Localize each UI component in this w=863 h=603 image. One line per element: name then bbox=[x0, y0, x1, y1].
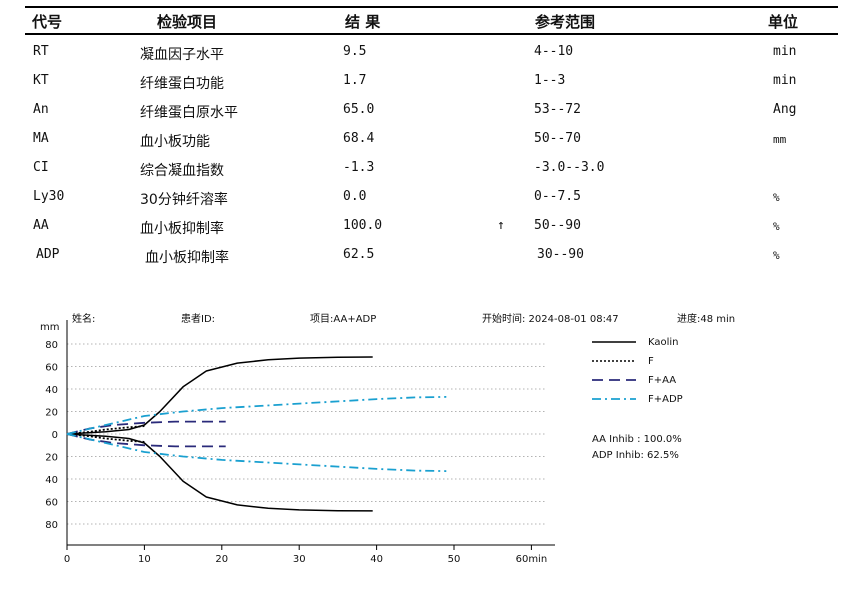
row-range: -3.0--3.0 bbox=[534, 160, 605, 175]
y-tick-label: 20 bbox=[45, 408, 58, 419]
results-table-header: 代号 检验项目 结 果 参考范围 单位 bbox=[0, 0, 863, 36]
y-tick-label: 80 bbox=[45, 340, 58, 351]
y-tick-label: 60 bbox=[45, 363, 58, 374]
x-tick-label: 40 bbox=[370, 554, 383, 565]
table-row: AA 血小板抑制率 100.0 ↑ 50--90 % bbox=[0, 212, 863, 241]
row-result: -1.3 bbox=[343, 160, 375, 175]
legend-label-f-adp: F+ADP bbox=[648, 394, 683, 405]
y-tick-label: 60 bbox=[45, 498, 58, 509]
header-top-rule bbox=[25, 6, 838, 8]
legend-swatch-f-adp bbox=[592, 398, 636, 400]
row-test-name: 纤维蛋白功能 bbox=[140, 76, 224, 92]
x-tick-label: 60min bbox=[516, 554, 548, 565]
start-time-label: 开始时间: 2024-08-01 08:47 bbox=[482, 314, 619, 325]
teg-chart-panel: 姓名: 患者ID: 项目:AA+ADP 开始时间: 2024-08-01 08:… bbox=[0, 300, 863, 603]
legend-swatch-f-aa bbox=[592, 379, 636, 381]
row-test-name: 血小板抑制率 bbox=[140, 221, 224, 237]
row-result: 68.4 bbox=[343, 131, 375, 146]
x-tick-label: 30 bbox=[293, 554, 306, 565]
row-code: An bbox=[33, 102, 49, 117]
row-code: Ly30 bbox=[33, 189, 65, 204]
row-range: 0--7.5 bbox=[534, 189, 581, 204]
legend-item-f: F bbox=[590, 354, 790, 372]
table-row: RT 凝血因子水平 9.5 4--10 min bbox=[0, 38, 863, 67]
y-tick-label: 20 bbox=[45, 453, 58, 464]
y-axis-label: mm bbox=[40, 322, 59, 333]
y-tick-label: 80 bbox=[45, 520, 58, 531]
row-result: 9.5 bbox=[343, 44, 367, 59]
row-unit: % bbox=[773, 249, 780, 262]
legend-swatch-kaolin bbox=[592, 341, 636, 343]
row-range: 1--3 bbox=[534, 73, 566, 88]
chart-legend: Kaolin F F+AA F+ADP bbox=[590, 335, 790, 425]
teg-plot: mm 80 60 40 20 0 20 40 60 80 0 10 20 30 40 50 60min bbox=[40, 320, 555, 565]
row-code: MA bbox=[33, 131, 49, 146]
x-tick-label: 50 bbox=[448, 554, 461, 565]
legend-label-f-aa: F+AA bbox=[648, 375, 677, 386]
row-range: 50--70 bbox=[534, 131, 581, 146]
row-unit: mm bbox=[773, 133, 787, 146]
header-unit: 单位 bbox=[768, 13, 799, 31]
row-range: 4--10 bbox=[534, 44, 574, 59]
row-unit: Ang bbox=[773, 102, 797, 117]
header-bottom-rule bbox=[25, 33, 838, 35]
header-test-item: 检验项目 bbox=[157, 13, 218, 31]
series-line-kaolin-upper bbox=[66, 356, 373, 435]
legend-item-f-aa: F+AA bbox=[590, 373, 790, 391]
table-row: Ly30 30分钟纤溶率 0.0 0--7.5 % bbox=[0, 183, 863, 212]
project-label: 项目:AA+ADP bbox=[310, 314, 377, 325]
row-result: 65.0 bbox=[343, 102, 375, 117]
table-row: CI 综合凝血指数 -1.3 -3.0--3.0 bbox=[0, 154, 863, 183]
legend-item-f-adp: F+ADP bbox=[590, 392, 790, 410]
row-test-name: 血小板功能 bbox=[140, 134, 210, 150]
row-flag: ↑ bbox=[497, 218, 505, 233]
aa-inhibition-text: AA Inhib : 100.0% bbox=[592, 434, 682, 445]
row-range: 30--90 bbox=[537, 247, 584, 262]
series-line-f-adp-upper bbox=[66, 396, 447, 435]
row-test-name: 综合凝血指数 bbox=[140, 163, 224, 179]
series-line-f-adp-lower bbox=[66, 433, 447, 472]
row-result: 0.0 bbox=[343, 189, 367, 204]
row-test-name: 血小板抑制率 bbox=[145, 250, 229, 266]
row-range: 50--90 bbox=[534, 218, 581, 233]
legend-label-f: F bbox=[648, 356, 654, 367]
row-unit: % bbox=[773, 220, 780, 233]
series-line-kaolin-lower bbox=[66, 433, 373, 512]
row-test-name: 纤维蛋白原水平 bbox=[140, 105, 238, 121]
row-result: 62.5 bbox=[343, 247, 375, 262]
x-tick-label: 0 bbox=[64, 554, 70, 565]
table-row: ADP 血小板抑制率 62.5 30--90 % bbox=[0, 241, 863, 270]
x-tick-label: 10 bbox=[138, 554, 151, 565]
patient-name-label: 姓名: bbox=[72, 314, 96, 325]
row-test-name: 凝血因子水平 bbox=[140, 47, 224, 63]
progress-label: 进度:48 min bbox=[677, 314, 736, 325]
row-code: RT bbox=[33, 44, 49, 59]
row-code: ADP bbox=[36, 247, 60, 262]
y-tick-label: 40 bbox=[45, 385, 58, 396]
y-tick-label: 40 bbox=[45, 475, 58, 486]
row-unit: min bbox=[773, 44, 797, 59]
row-unit: % bbox=[773, 191, 780, 204]
row-code: KT bbox=[33, 73, 49, 88]
header-result: 结 果 bbox=[345, 13, 381, 31]
row-test-name: 30分钟纤溶率 bbox=[140, 192, 228, 208]
legend-swatch-f bbox=[592, 360, 636, 362]
patient-id-label: 患者ID: bbox=[181, 314, 216, 325]
header-code: 代号 bbox=[32, 13, 63, 31]
adp-inhibition-text: ADP Inhib: 62.5% bbox=[592, 450, 679, 461]
row-range: 53--72 bbox=[534, 102, 581, 117]
table-row: MA 血小板功能 68.4 50--70 mm bbox=[0, 125, 863, 154]
y-tick-label: 0 bbox=[52, 430, 58, 441]
table-row: KT 纤维蛋白功能 1.7 1--3 min bbox=[0, 67, 863, 96]
row-result: 100.0 bbox=[343, 218, 383, 233]
row-code: CI bbox=[33, 160, 49, 175]
legend-item-kaolin: Kaolin bbox=[590, 335, 790, 353]
row-result: 1.7 bbox=[343, 73, 367, 88]
table-row: An 纤维蛋白原水平 65.0 53--72 Ang bbox=[0, 96, 863, 125]
row-unit: min bbox=[773, 73, 797, 88]
header-reference-range: 参考范围 bbox=[535, 13, 596, 31]
x-tick-label: 20 bbox=[215, 554, 228, 565]
legend-label-kaolin: Kaolin bbox=[648, 337, 679, 348]
row-code: AA bbox=[33, 218, 49, 233]
